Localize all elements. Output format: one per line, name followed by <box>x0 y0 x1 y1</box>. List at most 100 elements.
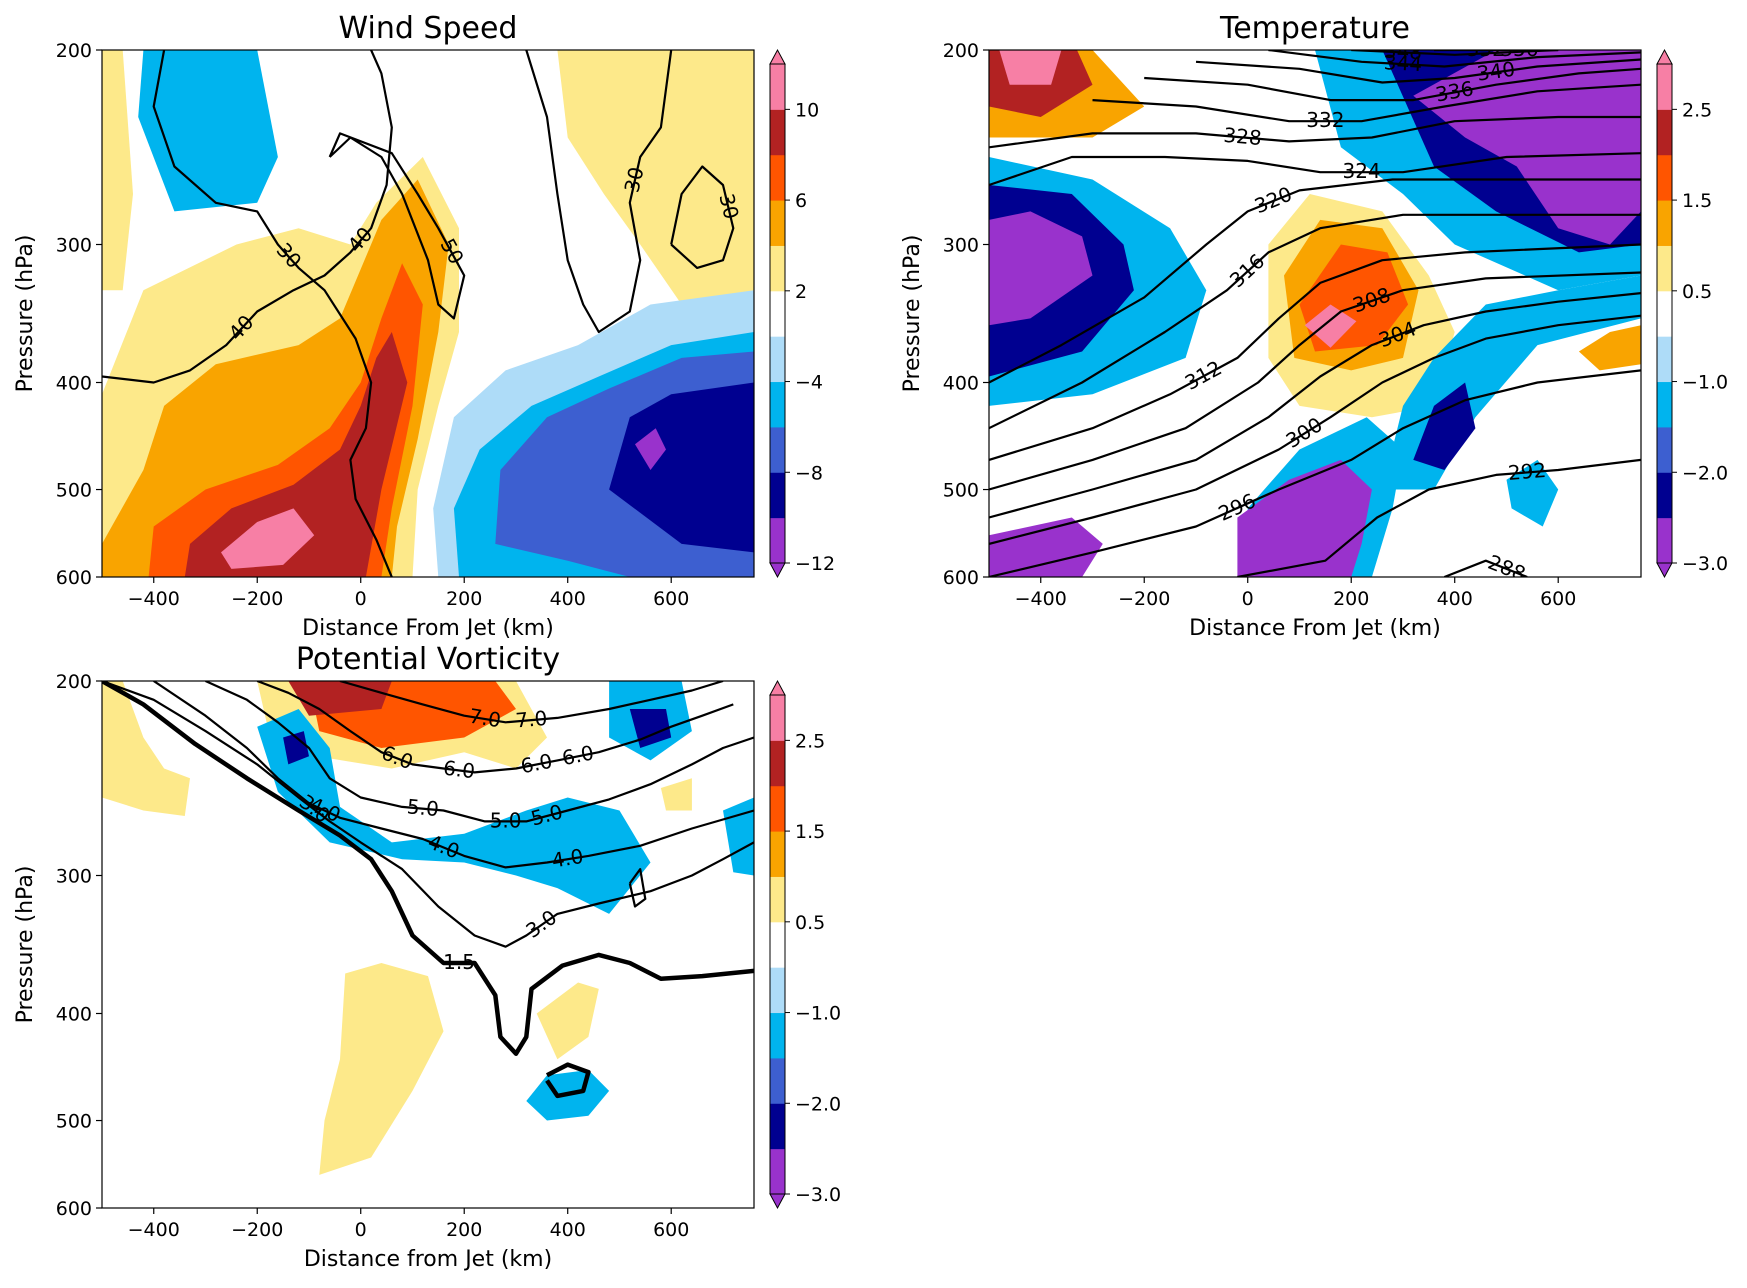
colorbar-band <box>770 426 785 473</box>
colorbar-tick-label: 2.5 <box>795 730 825 752</box>
contour-label: 30 <box>714 191 743 221</box>
contour-line-3 <box>628 868 647 908</box>
contour-line-312 <box>989 243 1641 461</box>
colorbar-tick-label: 0.5 <box>795 912 825 934</box>
colorbar-tick-label: −3.0 <box>795 1184 841 1206</box>
colorbar-band <box>1657 472 1672 519</box>
colorbar-tick-label: 10 <box>795 99 819 121</box>
colorbar-band <box>770 921 785 968</box>
contour-line-5 <box>205 681 754 823</box>
contour-line-288 <box>1443 559 1528 577</box>
contour-label: 344 <box>1383 50 1422 76</box>
contour-label: 332 <box>1306 108 1344 132</box>
colorbar-band <box>770 381 785 428</box>
contour-label: 5.0 <box>490 808 522 832</box>
x-tick-label: 200 <box>446 1219 482 1241</box>
colorbar-band <box>1657 381 1672 428</box>
anomaly-region-13 <box>989 517 1103 577</box>
y-tick-label: 300 <box>56 866 92 888</box>
y-axis-label: Pressure (hPa) <box>13 235 38 393</box>
chart-title: Temperature <box>1219 11 1410 46</box>
contour-line-30 <box>525 50 673 334</box>
anomaly-region-14 <box>660 778 692 811</box>
contour-line-1.5 <box>102 681 754 1056</box>
contour-label: 356 <box>1500 37 1538 61</box>
contour-line-340 <box>1195 58 1641 84</box>
contour-line-300 <box>989 314 1641 545</box>
contour-line-308 <box>989 271 1641 491</box>
colorbar-band <box>770 290 785 337</box>
contour-line-304 <box>989 292 1641 519</box>
colorbar-band <box>770 154 785 201</box>
y-tick-label: 300 <box>943 235 979 257</box>
colorbar-band <box>1657 154 1672 201</box>
contour-line-4 <box>153 681 754 869</box>
anomaly-region-1 <box>102 681 190 816</box>
contour-label: 6.0 <box>442 756 477 784</box>
x-axis-label: Distance From Jet (km) <box>1189 616 1441 641</box>
anomaly-region-12 <box>1237 459 1372 577</box>
colorbar-tick-label: −2.0 <box>795 1093 841 1115</box>
chart-panel-3: 3.06.06.07.04.05.07.06.0 6.05.05.04.03.04… <box>13 642 841 1272</box>
x-tick-label: 600 <box>1540 588 1576 610</box>
contour-line-332 <box>1092 83 1641 123</box>
colorbar-extend-min <box>1656 562 1673 579</box>
y-tick-label: 500 <box>56 480 92 502</box>
colorbar-band <box>770 109 785 156</box>
y-tick-label: 600 <box>56 567 92 589</box>
x-tick-label: −200 <box>231 1219 283 1241</box>
colorbar-band <box>1657 290 1672 337</box>
colorbar-extend-max <box>1656 48 1673 65</box>
colorbar-band <box>770 1012 785 1059</box>
y-tick-label: 400 <box>56 1004 92 1026</box>
contour-line-50 <box>328 132 466 320</box>
colorbar-extend-min <box>769 562 786 579</box>
chart-title: Potential Vorticity <box>296 642 560 677</box>
colorbar-band <box>1657 336 1672 383</box>
contour-line-320 <box>989 178 1641 384</box>
colorbar-tick-label: −12 <box>795 553 835 575</box>
anomaly-region-7 <box>629 709 672 748</box>
contour-label: 1.5 <box>443 950 475 974</box>
contour-label: 7.0 <box>467 704 502 733</box>
filled-contours <box>102 50 754 577</box>
y-tick-label: 400 <box>943 372 979 394</box>
contour-label: 352 <box>1467 37 1505 61</box>
plot-frame <box>101 680 755 1209</box>
colorbar-tick-label: −1.0 <box>795 1003 841 1025</box>
contour-line-316 <box>989 213 1641 430</box>
x-tick-label: −400 <box>1015 588 1067 610</box>
contour-label: 328 <box>1223 123 1263 150</box>
anomaly-region-18 <box>1413 382 1476 470</box>
colorbar-band <box>1657 517 1672 564</box>
y-tick-label: 200 <box>56 40 92 62</box>
colorbar-tick-label: 1.5 <box>795 821 825 843</box>
x-tick-label: 400 <box>550 588 586 610</box>
plot-frame <box>101 49 755 578</box>
colorbar-band <box>1657 426 1672 473</box>
anomaly-region-19 <box>1578 325 1641 371</box>
y-axis-label: Pressure (hPa) <box>900 235 925 393</box>
contour-line-292 <box>1237 458 1641 577</box>
contour-lines <box>989 50 1641 577</box>
x-tick-label: 0 <box>1242 588 1254 610</box>
y-tick-label: 200 <box>943 40 979 62</box>
colorbar-tick-label: 2.5 <box>1682 99 1712 121</box>
colorbar-tick-label: −3.0 <box>1682 553 1728 575</box>
colorbar-tick-label: −8 <box>795 462 823 484</box>
contour-label: 340 <box>1475 57 1516 86</box>
anomaly-region-3 <box>102 50 133 291</box>
colorbar: −3.0 −2.0 −1.0 0.5 1.5 2.5 <box>1656 48 1728 579</box>
colorbar-band <box>770 336 785 383</box>
anomaly-region-8 <box>283 731 309 765</box>
anomaly-region-9 <box>557 50 754 305</box>
y-tick-label: 600 <box>56 1198 92 1220</box>
anomaly-region-11 <box>319 963 444 1175</box>
y-tick-label: 500 <box>943 480 979 502</box>
colorbar-tick-label: 6 <box>795 190 807 212</box>
colorbar-tick-label: −4 <box>795 372 823 394</box>
y-axis-label: Pressure (hPa) <box>13 866 38 1024</box>
colorbar-band <box>770 1057 785 1104</box>
colorbar-band <box>770 245 785 292</box>
